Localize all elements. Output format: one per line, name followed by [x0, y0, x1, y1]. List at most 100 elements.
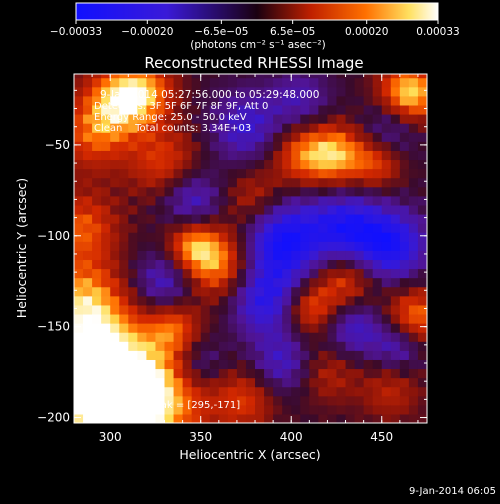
heatmap-cell [191, 413, 202, 423]
heatmap-cell [236, 413, 247, 423]
heatmap-cell [390, 268, 401, 279]
heatmap-cell [227, 241, 238, 251]
heatmap-cell [146, 113, 157, 124]
heatmap-cell [336, 323, 347, 333]
heatmap-cell [137, 368, 148, 379]
heatmap-cell [119, 213, 129, 224]
heatmap-cell [264, 250, 274, 261]
heatmap-cell [318, 113, 329, 124]
heatmap-cell [209, 368, 220, 379]
heatmap-cell [255, 268, 265, 279]
heatmap-cell [236, 386, 247, 397]
heatmap-cell [327, 232, 338, 242]
heatmap-cell [236, 341, 247, 351]
heatmap-cell [83, 286, 93, 297]
heatmap-cell [164, 74, 175, 79]
heatmap-cell [155, 113, 166, 124]
heatmap-cell [245, 286, 256, 297]
heatmap-cell [381, 204, 392, 215]
heatmap-cell [273, 404, 283, 415]
heatmap-cell [191, 150, 202, 161]
heatmap-cell [264, 304, 274, 315]
heatmap-cell [110, 204, 120, 215]
heatmap-cell [336, 195, 347, 206]
heatmap-cell [200, 141, 211, 151]
heatmap-cell [92, 323, 102, 333]
heatmap-cell [282, 159, 292, 170]
x-tick-label: 300 [99, 430, 122, 444]
heatmap-cell [318, 359, 329, 370]
heatmap-cell [264, 259, 274, 270]
heatmap-cell [345, 113, 356, 124]
heatmap-cell [155, 168, 166, 179]
heatmap-cell [182, 168, 193, 179]
heatmap-cell [83, 204, 93, 215]
heatmap-cell [264, 204, 274, 215]
heatmap-cell [119, 386, 129, 397]
heatmap-cell [318, 150, 329, 161]
heatmap-cell [372, 259, 383, 270]
heatmap-cell [390, 177, 401, 188]
heatmap-cell [336, 74, 347, 79]
heatmap-cell [417, 368, 427, 379]
heatmap-cell [282, 413, 292, 423]
heatmap-cell [236, 232, 247, 242]
heatmap-cell [345, 259, 356, 270]
heatmap-cell [417, 168, 427, 179]
heatmap-cell [74, 241, 84, 251]
heatmap-cell [218, 259, 229, 270]
heatmap-cell [264, 141, 274, 151]
heatmap-cell [336, 395, 347, 406]
heatmap-cell [399, 232, 410, 242]
heatmap-cell [83, 132, 93, 142]
heatmap-cell [354, 413, 365, 423]
heatmap-cell [363, 159, 374, 170]
heatmap-cell [227, 404, 238, 415]
heatmap-cell [372, 168, 383, 179]
heatmap-cell [227, 286, 238, 297]
heatmap-cell [101, 77, 111, 88]
heatmap-cell [282, 250, 292, 261]
heatmap-cell [101, 204, 111, 215]
heatmap-cell [354, 77, 365, 88]
heatmap-cell [155, 177, 166, 188]
heatmap-cell [363, 359, 374, 370]
heatmap-cell [128, 150, 138, 161]
heatmap-cell [399, 350, 410, 360]
heatmap-cell [164, 313, 175, 324]
heatmap-cell [408, 150, 419, 161]
heatmap-cell [128, 395, 138, 406]
heatmap-cell [282, 332, 292, 342]
heatmap-cell [399, 268, 410, 279]
heatmap-cell [74, 341, 84, 351]
heatmap-cell [128, 141, 138, 151]
heatmap-cell [227, 95, 238, 106]
heatmap-cell [363, 232, 374, 242]
heatmap-cell [164, 277, 175, 288]
heatmap-cell [300, 223, 310, 233]
heatmap-cell [92, 186, 102, 197]
heatmap-cell [245, 359, 256, 370]
heatmap-cell [218, 413, 229, 423]
heatmap-cell [191, 204, 202, 215]
heatmap-cell [282, 104, 292, 115]
heatmap-cell [363, 341, 374, 351]
heatmap-cell [291, 177, 301, 188]
heatmap-cell [417, 241, 427, 251]
heatmap-cell [327, 186, 338, 197]
colorbar-unit-label: (photons cm⁻² s⁻¹ asec⁻²) [190, 39, 325, 51]
heatmap-cell [110, 141, 120, 151]
heatmap-cell [110, 250, 120, 261]
heatmap-cell [264, 74, 274, 79]
heatmap-cell [236, 132, 247, 142]
heatmap-cell [110, 195, 120, 206]
heatmap-cell [309, 277, 319, 288]
heatmap-cell [408, 159, 419, 170]
heatmap-cell [318, 77, 329, 88]
heatmap-cells [74, 74, 427, 423]
heatmap-cell [110, 332, 120, 342]
heatmap-cell [399, 74, 410, 79]
heatmap-cell [200, 268, 211, 279]
heatmap-cell [137, 141, 148, 151]
heatmap-cell [74, 77, 84, 88]
